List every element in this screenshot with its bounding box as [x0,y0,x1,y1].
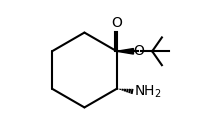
Polygon shape [117,49,133,54]
Text: O: O [133,44,144,58]
Text: NH$_2$: NH$_2$ [134,84,162,101]
Text: O: O [111,16,122,30]
